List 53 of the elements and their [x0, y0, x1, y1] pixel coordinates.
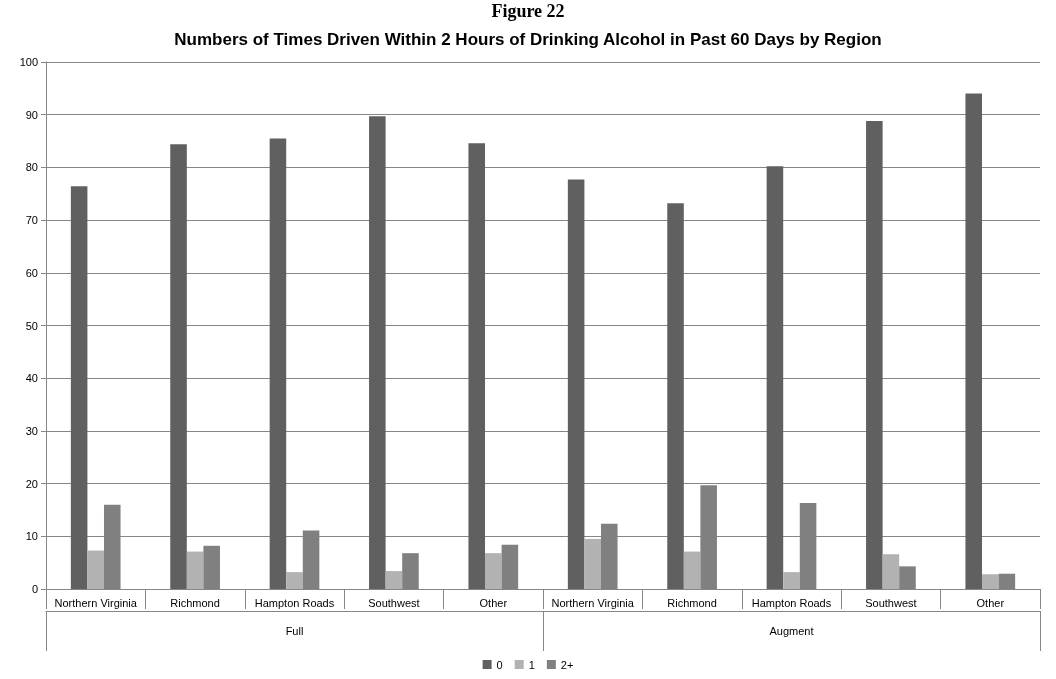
bar — [485, 553, 502, 589]
bar — [567, 179, 585, 589]
y-tick-label: 0 — [31, 583, 38, 595]
y-tick-label: 50 — [25, 319, 38, 332]
x-tick-label: Northern Virginia — [54, 596, 138, 609]
legend-label: 1 — [528, 658, 535, 671]
bar — [402, 553, 419, 589]
text: Augment — [769, 624, 814, 637]
legend-label: 2+ — [560, 658, 574, 671]
y-tick-label: 100 — [19, 56, 38, 68]
chart-title: Numbers of Times Driven Within 2 Hours of Drinking Alcohol in Past 60 Days by Region — [174, 30, 882, 49]
bar — [269, 138, 287, 589]
bar — [468, 143, 486, 589]
y-tick-label: 20 — [25, 477, 38, 490]
bar — [667, 203, 684, 589]
x-tick-label: Richmond — [170, 596, 220, 609]
x-tick-label: Other — [976, 596, 1005, 609]
x-tick-label: Other — [479, 596, 508, 609]
text: Full — [285, 624, 304, 637]
bar — [866, 121, 883, 589]
bar — [170, 144, 187, 589]
bar — [783, 572, 800, 589]
bar — [501, 544, 519, 589]
bar — [982, 574, 999, 589]
x-tick-label: Richmond — [667, 596, 717, 609]
bar — [882, 554, 900, 589]
y-tick-label: 10 — [25, 530, 38, 543]
x-tick-label: Hampton Roads — [751, 596, 832, 609]
bar — [87, 550, 104, 589]
legend-label: 0 — [496, 658, 503, 671]
bar — [683, 551, 701, 589]
bar — [998, 573, 1016, 589]
x-tick-label: Southwest — [368, 596, 420, 609]
x-tick-label: Southwest — [865, 596, 917, 609]
bar — [286, 572, 303, 589]
x-tick-label: Hampton Roads — [254, 596, 335, 609]
y-tick-label: 40 — [25, 372, 38, 385]
bar — [899, 566, 916, 589]
y-tick-label: 70 — [25, 214, 38, 227]
y-tick-label: 30 — [25, 424, 38, 437]
bar — [186, 551, 204, 589]
bar — [203, 545, 220, 589]
x-tick-label: Northern Virginia — [551, 596, 635, 609]
bar — [369, 116, 386, 589]
bar — [584, 538, 601, 589]
y-tick-label: 60 — [25, 266, 38, 279]
bar — [766, 166, 784, 589]
bar — [385, 571, 403, 589]
y-tick-label: 80 — [25, 161, 38, 174]
bar — [70, 186, 88, 589]
caption: Figure 22 — [491, 1, 565, 21]
y-tick-label: 90 — [25, 108, 38, 121]
bar — [965, 93, 983, 589]
